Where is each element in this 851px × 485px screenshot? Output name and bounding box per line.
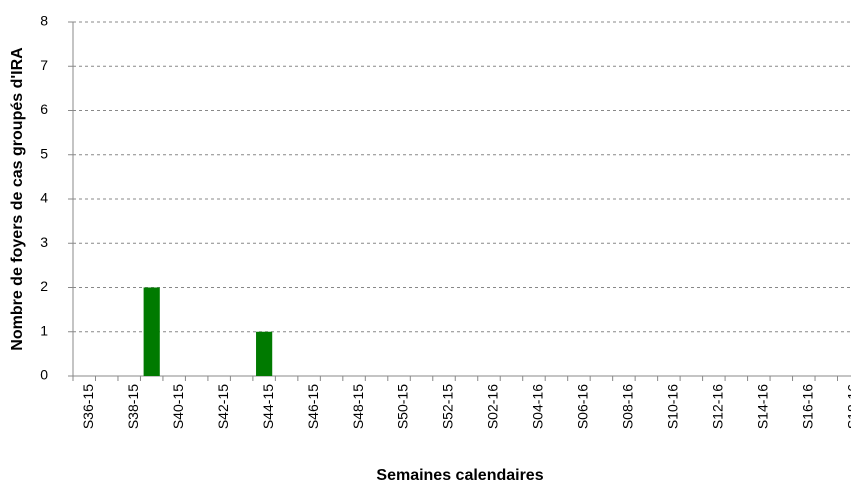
x-tick-label: S44-15 <box>260 384 276 429</box>
x-tick-label: S06-16 <box>575 384 591 429</box>
bar <box>143 287 160 376</box>
x-tick-label: S10-16 <box>665 384 681 429</box>
x-tick-label: S36-15 <box>80 384 96 429</box>
x-axis-title: Semaines calendaires <box>376 467 543 484</box>
x-tick-label: S40-15 <box>170 384 186 429</box>
x-tick-label: S04-16 <box>530 384 546 429</box>
x-tick-label: S02-16 <box>485 384 501 429</box>
x-tick-label: S16-16 <box>799 384 815 429</box>
y-tick-label: 0 <box>40 367 48 383</box>
x-tick-label: S50-15 <box>395 384 411 429</box>
x-tick-label: S42-15 <box>215 384 231 429</box>
x-tick-label: S46-15 <box>305 384 321 429</box>
y-axis-title: Nombre de foyers de cas groupés d'IRA <box>9 47 26 351</box>
y-tick-label: 8 <box>40 13 48 29</box>
y-tick-label: 6 <box>40 101 48 117</box>
y-tick-label: 1 <box>40 322 48 338</box>
x-tick-label: S14-16 <box>755 384 771 429</box>
x-tick-label: S18-16 <box>844 384 851 429</box>
y-tick-label: 5 <box>40 145 48 161</box>
y-tick-label: 4 <box>40 190 48 206</box>
x-tick-label: S38-15 <box>125 384 141 429</box>
bar <box>256 331 273 376</box>
x-tick-label: S12-16 <box>710 384 726 429</box>
y-tick-label: 2 <box>40 278 48 294</box>
y-tick-label: 7 <box>40 57 48 73</box>
y-tick-label: 3 <box>40 234 48 250</box>
x-tick-label: S48-15 <box>350 384 366 429</box>
x-tick-label: S08-16 <box>620 384 636 429</box>
x-tick-label: S52-15 <box>440 384 456 429</box>
